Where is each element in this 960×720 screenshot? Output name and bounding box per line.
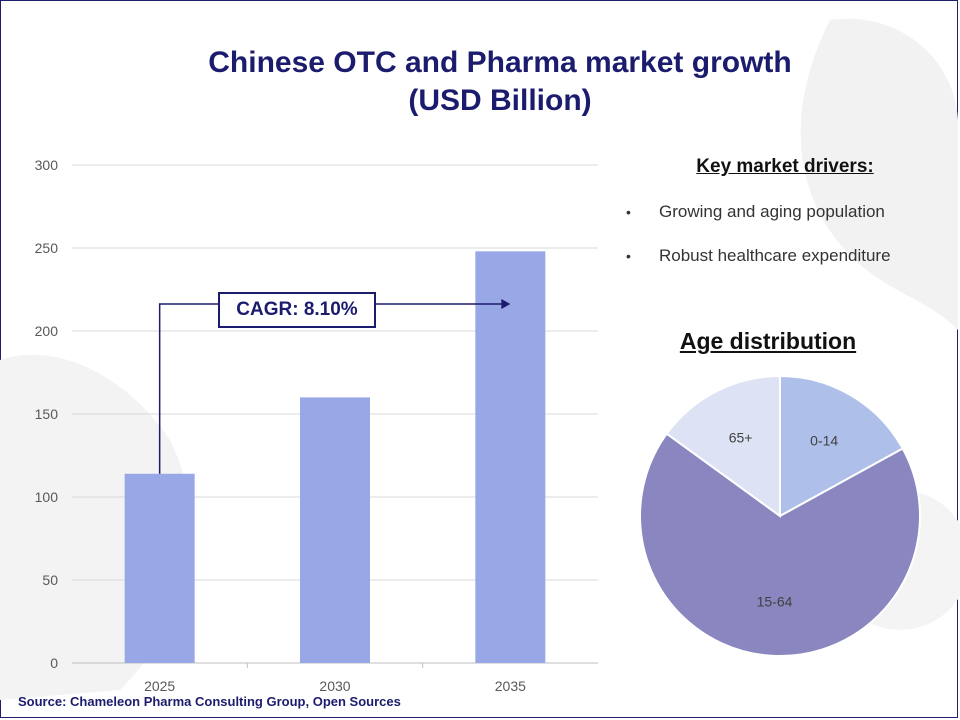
bullet-icon: •: [626, 248, 631, 264]
cagr-annotation: CAGR: 8.10%: [218, 292, 376, 328]
bar-chart: 0 50 100 150 200 250 300 2025 2030 2035: [35, 157, 598, 694]
pie-slice-label: 0-14: [810, 432, 838, 448]
pie-slice-label: 15-64: [757, 594, 793, 610]
x-tick-label: 2030: [319, 678, 350, 694]
y-tick-label: 200: [35, 323, 59, 339]
pie-slice-label: 65+: [729, 430, 753, 446]
x-tick-label: 2035: [495, 678, 526, 694]
bullet-icon: •: [626, 204, 631, 220]
y-tick-label: 250: [35, 240, 59, 256]
y-tick-label: 100: [35, 489, 59, 505]
y-tick-label: 0: [50, 655, 58, 671]
driver-item-text: Growing and aging population: [659, 202, 885, 221]
bar: [124, 473, 195, 663]
y-tick-label: 50: [42, 572, 58, 588]
driver-item-text: Robust healthcare expenditure: [659, 246, 891, 265]
title-line-2: (USD Billion): [408, 84, 592, 117]
drivers-list: • Growing and aging population • Robust he…: [626, 200, 956, 288]
driver-item: • Robust healthcare expenditure: [626, 244, 956, 288]
chart-title: Chinese OTC and Pharma market growth (US…: [100, 44, 900, 120]
y-tick-label: 150: [35, 406, 59, 422]
pie-slice: [639, 432, 921, 657]
bar: [300, 397, 370, 663]
drivers-heading: Key market drivers:: [696, 156, 874, 177]
bar: [475, 251, 546, 663]
pie-title: Age distribution: [679, 328, 857, 354]
pie-slice: [779, 374, 905, 518]
y-tick-label: 300: [35, 157, 59, 173]
cagr-arrow-line: [158, 303, 507, 474]
pie-slice: [665, 374, 781, 518]
pie-chart: 0-14 15-64 65+: [639, 374, 921, 657]
title-line-1: Chinese OTC and Pharma market growth: [208, 46, 792, 79]
cagr-arrowhead: [501, 299, 511, 309]
driver-item: • Growing and aging population: [626, 200, 956, 244]
source-note: Source: Chameleon Pharma Consulting Grou…: [18, 694, 401, 709]
x-tick-label: 2025: [144, 678, 175, 694]
